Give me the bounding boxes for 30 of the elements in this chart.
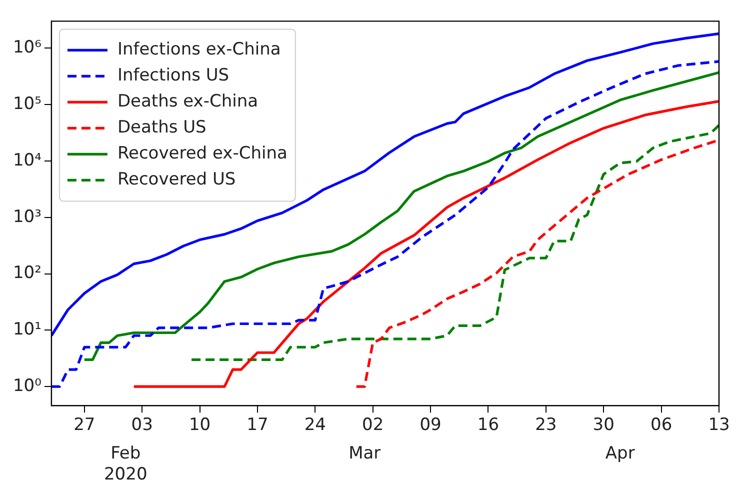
x-tick-label: 09 <box>420 415 442 436</box>
x-tick-label: 03 <box>131 415 153 436</box>
x-tick-label: 16 <box>477 415 500 436</box>
y-tick-label: 10⁵ <box>12 94 42 114</box>
x-tick-label: 23 <box>535 415 557 436</box>
legend-label: Recovered ex-China <box>117 144 288 164</box>
x-tick-label: 13 <box>708 415 730 436</box>
legend-label: Deaths US <box>117 118 206 138</box>
x-tick-label: 06 <box>650 415 672 436</box>
x-tick-label: 30 <box>592 415 614 436</box>
text: Feb 2020 <box>104 444 148 485</box>
x-tick-label: 10 <box>188 415 211 436</box>
y-tick-label: 10⁴ <box>12 150 42 170</box>
x-tick-label: 02 <box>362 415 384 436</box>
x-tick-label: 17 <box>246 415 268 436</box>
y-tick-label: 10⁰ <box>12 376 42 396</box>
legend-label: Recovered US <box>117 170 236 190</box>
legend-label: Infections US <box>117 66 230 86</box>
line-series <box>355 138 719 388</box>
text: Apr <box>605 444 635 464</box>
x-tick-label: 27 <box>74 415 96 436</box>
y-tick-label: 10¹ <box>12 320 42 340</box>
y-tick-label: 10² <box>12 263 42 284</box>
text: Mar <box>348 444 381 464</box>
line-series <box>51 60 719 388</box>
y-tick-label: 10⁶ <box>12 38 42 58</box>
legend-label: Deaths ex-China <box>117 92 258 112</box>
x-tick-label: 24 <box>304 415 326 436</box>
legend-label: Infections ex-China <box>117 40 281 60</box>
y-tick-label: 10³ <box>12 206 42 227</box>
